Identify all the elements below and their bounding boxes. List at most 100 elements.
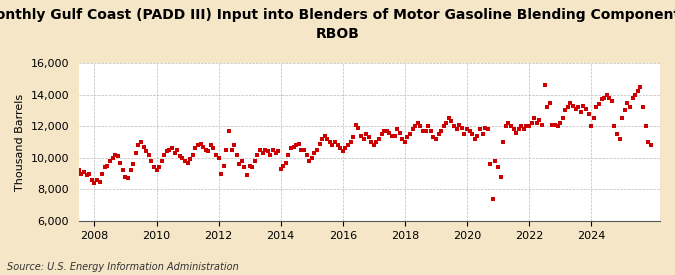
- Point: [609, 124, 620, 128]
- Point: [105, 159, 115, 163]
- Point: [61, 181, 72, 185]
- Point: [164, 148, 175, 152]
- Point: [438, 124, 449, 128]
- Point: [506, 124, 516, 128]
- Point: [467, 132, 478, 136]
- Point: [188, 152, 198, 157]
- Point: [586, 124, 597, 128]
- Point: [301, 152, 312, 157]
- Point: [123, 176, 134, 181]
- Point: [617, 116, 628, 120]
- Point: [371, 140, 382, 144]
- Point: [500, 124, 511, 128]
- Point: [643, 140, 653, 144]
- Point: [575, 110, 586, 114]
- Point: [552, 124, 563, 128]
- Point: [180, 159, 190, 163]
- Point: [219, 164, 230, 168]
- Point: [343, 143, 354, 147]
- Point: [565, 100, 576, 105]
- Point: [322, 137, 333, 141]
- Point: [319, 133, 330, 138]
- Point: [627, 96, 638, 100]
- Point: [185, 157, 196, 162]
- Point: [126, 168, 136, 173]
- Point: [335, 146, 346, 150]
- Point: [242, 173, 252, 177]
- Point: [254, 148, 265, 152]
- Point: [630, 92, 641, 97]
- Point: [452, 127, 462, 131]
- Point: [612, 132, 622, 136]
- Point: [195, 141, 206, 146]
- Point: [327, 143, 338, 147]
- Point: [257, 151, 268, 155]
- Point: [221, 148, 232, 152]
- Point: [304, 159, 315, 163]
- Point: [325, 140, 335, 144]
- Point: [84, 171, 95, 176]
- Point: [92, 178, 103, 182]
- Point: [74, 168, 84, 173]
- Point: [620, 108, 630, 112]
- Point: [250, 159, 261, 163]
- Point: [329, 140, 340, 144]
- Point: [232, 152, 242, 157]
- Point: [542, 105, 553, 109]
- Point: [270, 151, 281, 155]
- Point: [513, 127, 524, 131]
- Point: [267, 148, 278, 152]
- Point: [148, 165, 159, 169]
- Point: [68, 167, 79, 171]
- Point: [138, 145, 149, 149]
- Point: [493, 165, 504, 169]
- Point: [560, 108, 570, 112]
- Point: [402, 135, 413, 139]
- Point: [236, 159, 247, 163]
- Point: [640, 124, 651, 128]
- Point: [400, 140, 410, 144]
- Point: [376, 132, 387, 136]
- Point: [79, 170, 90, 174]
- Point: [198, 145, 209, 149]
- Point: [110, 152, 121, 157]
- Point: [211, 152, 221, 157]
- Point: [247, 165, 258, 169]
- Point: [154, 165, 165, 169]
- Point: [128, 162, 138, 166]
- Point: [63, 176, 74, 181]
- Point: [387, 133, 398, 138]
- Point: [340, 146, 351, 150]
- Point: [65, 170, 76, 174]
- Point: [591, 105, 601, 109]
- Point: [632, 89, 643, 94]
- Point: [120, 175, 131, 179]
- Point: [200, 148, 211, 152]
- Point: [524, 124, 535, 128]
- Point: [350, 122, 361, 127]
- Point: [379, 129, 389, 133]
- Point: [472, 133, 483, 138]
- Point: [89, 181, 100, 185]
- Point: [192, 143, 203, 147]
- Point: [252, 152, 263, 157]
- Point: [213, 156, 224, 160]
- Point: [580, 107, 591, 111]
- Point: [601, 92, 612, 97]
- Point: [596, 97, 607, 101]
- Point: [141, 149, 152, 154]
- Point: [622, 100, 632, 105]
- Point: [593, 102, 604, 106]
- Point: [112, 154, 123, 158]
- Point: [392, 127, 402, 131]
- Point: [239, 165, 250, 169]
- Point: [485, 162, 495, 166]
- Point: [464, 129, 475, 133]
- Point: [516, 124, 526, 128]
- Point: [477, 132, 488, 136]
- Point: [275, 167, 286, 171]
- Point: [421, 129, 431, 133]
- Point: [394, 130, 405, 135]
- Point: [234, 162, 245, 166]
- Point: [483, 127, 493, 131]
